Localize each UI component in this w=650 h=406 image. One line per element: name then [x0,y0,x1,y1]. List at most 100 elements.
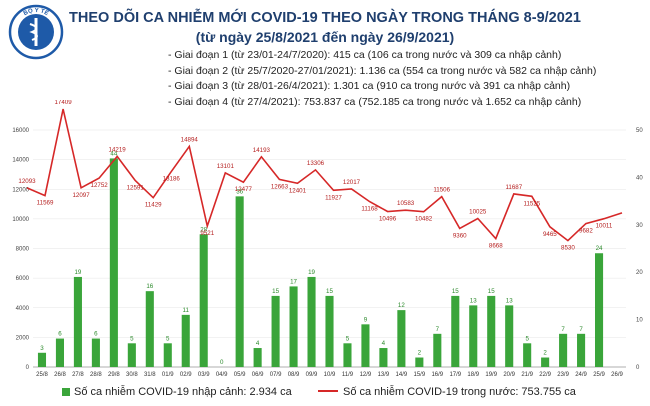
bar-label-17/9: 15 [452,288,459,295]
bar-20/9 [505,305,514,367]
bar-label-04/9: 0 [220,359,224,366]
line-label-32: 10011 [596,223,613,230]
right-tick-label-1: 10 [636,318,643,324]
bar-26/8 [55,338,64,367]
bar-label-12/9: 9 [364,316,368,323]
bar-label-26/8: 6 [58,331,62,338]
bar-13/9 [379,348,388,367]
bar-30/8 [127,343,136,367]
bar-label-02/9: 11 [183,307,190,314]
bar-label-10/9: 15 [326,288,333,295]
line-label-29: 9465 [543,231,557,238]
left-tick-label-0: 0 [26,365,30,371]
bar-03/9 [199,234,208,367]
bar-label-11/9: 5 [346,335,350,342]
legend-line-label: Số ca nhiễm COVID-19 trong nước: 753.755… [343,386,576,398]
x-tick-label-13/9: 13/9 [378,372,390,378]
line-label-24: 9360 [453,232,467,239]
bar-label-08/9: 17 [290,278,297,285]
x-tick-label-24/9: 24/9 [575,372,587,378]
right-tick-label-5: 50 [636,128,643,134]
line-label-15: 12401 [289,187,307,194]
x-tick-label-16/9: 16/9 [431,372,443,378]
bar-label-14/9: 12 [398,302,405,309]
line-label-5: 14219 [109,146,127,153]
bar-23/9 [559,333,568,367]
x-tick-label-21/9: 21/9 [521,372,533,378]
x-tick-label-09/9: 09/9 [306,372,318,378]
x-tick-label-20/9: 20/9 [503,372,515,378]
x-tick-label-05/9: 05/9 [234,372,246,378]
x-tick-label-29/8: 29/8 [108,372,120,378]
x-tick-label-15/9: 15/9 [414,372,426,378]
phase-note-4: - Giai đoạn 4 (từ 27/4/2021): 753.837 ca… [168,95,582,108]
line-label-1: 11569 [37,200,54,207]
left-tick-label-5: 10000 [12,217,29,223]
bar-label-29/8: 44 [110,150,117,157]
line-label-16: 13306 [307,160,325,167]
line-label-7: 11429 [145,202,162,209]
bar-25/8 [37,352,47,367]
bar-label-25/9: 24 [596,245,603,252]
bar-22/9 [541,357,550,367]
page-title: THEO DÕI CA NHIỄM MỚI COVID-19 THEO NGÀY… [69,10,581,26]
x-tick-label-22/9: 22/9 [539,372,551,378]
bar-28/8 [91,338,100,367]
bar-label-23/9: 7 [561,326,565,333]
line-label-18: 12017 [343,179,361,186]
line-label-20: 10496 [379,216,397,223]
right-tick-label-4: 40 [636,175,643,181]
phase-note-3: - Giai đoạn 3 (từ 28/01-26/4/2021): 1.30… [168,80,571,93]
x-tick-label-27/8: 27/8 [72,372,84,378]
x-tick-label-07/9: 07/9 [270,372,282,378]
x-tick-label-01/9: 01/9 [162,372,174,378]
bar-02/9 [181,314,190,367]
x-tick-label-10/9: 10/9 [324,372,336,378]
legend-bar-swatch [62,388,70,396]
legend-bar-label: Số ca nhiễm COVID-19 nhập cảnh: 2.934 ca [74,386,292,398]
bar-31/8 [145,291,154,367]
bar-label-16/9: 7 [436,326,440,333]
bar-label-31/8: 16 [146,283,153,290]
bar-label-03/9: 28 [200,226,207,233]
right-tick-label-3: 30 [636,223,643,229]
left-tick-label-4: 8000 [16,247,30,253]
left-tick-label-1: 2000 [16,335,30,341]
phase-note-2: - Giai đoạn 2 (từ 25/7/2020-27/01/2021):… [168,64,597,77]
bar-18/9 [469,305,478,367]
bar-06/9 [253,348,262,367]
x-tick-label-12/9: 12/9 [360,372,372,378]
bar-label-21/9: 5 [525,335,529,342]
left-tick-label-8: 16000 [12,128,29,134]
covid-cases-chart: 0 2000 4000 6000 8000 10000 12000 14000 16000 0 10… [12,100,643,378]
line-label-27: 11687 [505,184,522,191]
bar-label-06/9: 4 [256,340,260,347]
bar-19/9 [487,295,496,367]
line-label-2: 17409 [54,100,72,106]
line-label-3: 12097 [72,192,90,199]
line-label-25: 10025 [469,209,487,216]
legend-line-entry: Số ca nhiễm COVID-19 trong nước: 753.755… [318,386,576,398]
phase-notes: - Giai đoạn 1 (từ 23/01-24/7/2020): 415 … [168,48,596,110]
bar-09/9 [307,276,316,367]
bar-16/9 [433,333,442,367]
phase-note-1: - Giai đoạn 1 (từ 23/01-24/7/2020): 415 … [168,49,562,61]
x-tick-label-08/9: 08/9 [288,372,300,378]
bar-label-27/8: 19 [74,269,81,276]
x-tick-label-25/8: 25/8 [36,372,48,378]
line-label-8: 13186 [163,176,181,183]
x-tick-label-17/9: 17/9 [449,372,461,378]
x-tick-label-23/9: 23/9 [557,372,569,378]
line-label-17: 11927 [325,194,342,201]
bar-29/8 [109,158,118,367]
bar-27/8 [73,276,82,367]
bar-label-01/9: 5 [166,335,170,342]
bar-11/9 [343,343,352,367]
ministry-of-health-logo: BỘ Y TẾ [8,4,64,60]
bar-label-09/9: 19 [308,269,315,276]
bar-05/9 [235,196,244,367]
line-label-14: 12663 [271,183,289,190]
line-label-28: 11525 [523,200,540,207]
bar-label-24/9: 7 [579,326,583,333]
bar-label-25/8: 3 [40,345,44,352]
